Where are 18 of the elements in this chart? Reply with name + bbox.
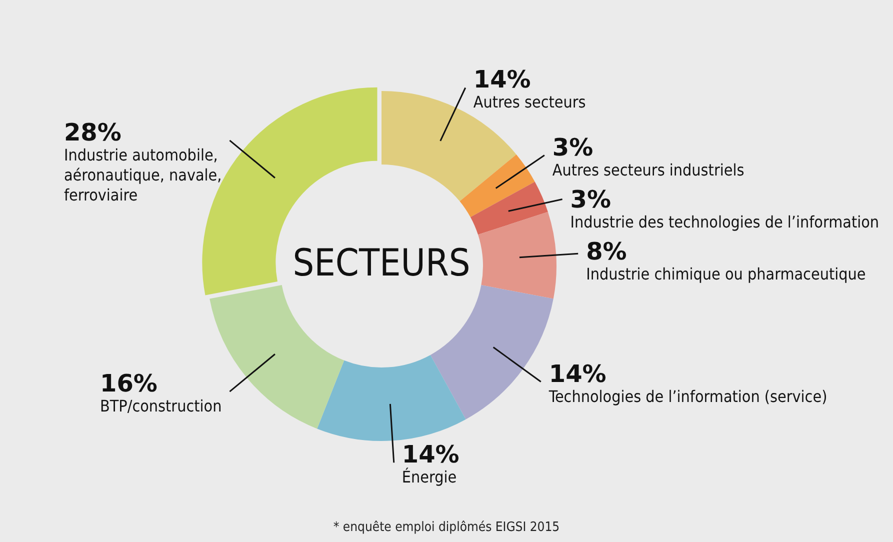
data-label: 3% xyxy=(570,185,612,214)
slice-label: Industrie des technologies de l’information xyxy=(570,212,880,232)
slice-label: Industrie chimique ou pharmaceutique xyxy=(586,264,866,284)
slice-label: Énergie xyxy=(402,468,457,487)
slice-label: BTP/construction xyxy=(100,396,222,416)
data-label: 28% xyxy=(64,118,122,146)
slice-label: Autres secteurs xyxy=(473,92,586,112)
data-label: 16% xyxy=(100,370,158,398)
slice-label: Technologies de l’information (service) xyxy=(548,386,828,406)
data-label: 14% xyxy=(548,360,606,388)
text: * enquête emploi diplômés EIGSI 2015 xyxy=(332,520,561,535)
data-label: 14% xyxy=(402,440,460,469)
slice-label: Industrie automobile, aéronautique, navale, ferroviaire xyxy=(64,145,222,204)
data-label: 3% xyxy=(552,133,594,162)
text: SECTEURS xyxy=(292,240,470,285)
data-label: 8% xyxy=(586,237,627,266)
slice-label: Autres secteurs industriels xyxy=(552,160,744,180)
data-label: 14% xyxy=(473,66,531,94)
